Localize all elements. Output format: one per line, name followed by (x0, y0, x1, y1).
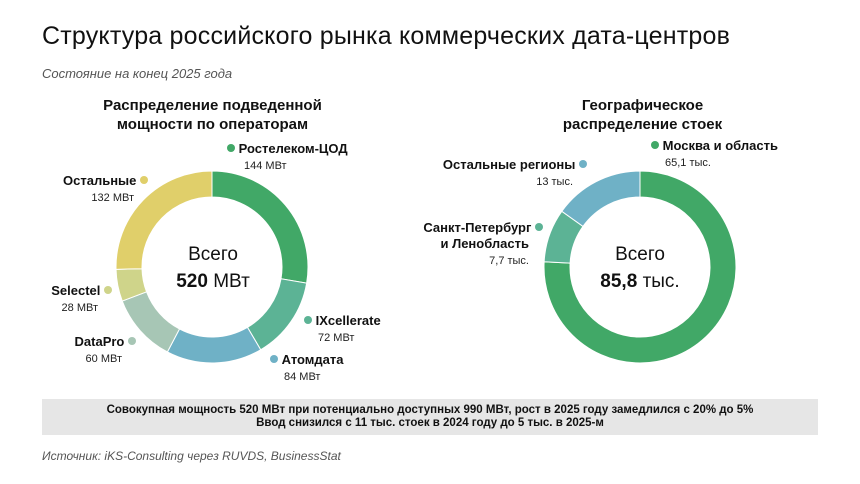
summary-note: Совокупная мощность 520 МВт при потенциа… (42, 399, 818, 435)
donut-geography (543, 170, 737, 364)
note-line-1: Совокупная мощность 520 МВт при потенциа… (106, 404, 754, 416)
slice-label-spb: Санкт-Петербург и Ленобласть 7,7 тыс. (408, 220, 543, 268)
donut-operators (115, 170, 309, 364)
slice-label-atomdata: Атомдата 84 МВт (270, 352, 344, 384)
slice-label-other: Остальные 132 МВт (48, 173, 148, 205)
slice-label-moscow: Москва и область 65,1 тыс. (651, 138, 778, 170)
donut-slice-1-2 (561, 170, 641, 228)
legend-dot (128, 337, 136, 345)
donut-slice-1-0 (543, 170, 737, 364)
legend-dot (651, 141, 659, 149)
center-unit: МВт (213, 271, 250, 292)
slice-label-rostelecom: Ростелеком-ЦОД 144 МВт (227, 141, 348, 173)
donut-center-operators: Всего 520 МВт (163, 243, 263, 294)
page-title: Структура российского рынка коммерческих… (42, 22, 731, 50)
slice-label-selectel: Selectel 28 МВт (36, 283, 112, 315)
source-text: Источник: iKS-Consulting через RUVDS, Bu… (42, 449, 341, 463)
chart-title-operators: Распределение подведенной мощности по оп… (103, 97, 322, 133)
spb-line2: и Ленобласть (440, 236, 529, 251)
note-line-2: Ввод снизился с 11 тыс. стоек в 2024 год… (256, 417, 604, 429)
slice-label-datapro: DataPro 60 МВт (60, 334, 136, 366)
legend-dot (104, 286, 112, 294)
legend-dot (579, 160, 587, 168)
center-value: 85,8 (600, 271, 638, 292)
legend-dot (227, 144, 235, 152)
page-subtitle: Состояние на конец 2025 года (42, 66, 233, 81)
legend-dot (140, 176, 148, 184)
chart-title-geography: Географическое распределение стоек (562, 97, 723, 133)
center-value: 520 (176, 271, 208, 292)
center-label: Всего (188, 244, 238, 265)
center-unit: тыс. (642, 271, 680, 292)
center-label: Всего (615, 244, 665, 265)
donut-center-geography: Всего 85,8 тыс. (590, 243, 690, 294)
donut-slice-0-5 (115, 170, 213, 270)
spb-line1: Санкт-Петербург (423, 220, 532, 235)
slice-label-other-regions: Остальные регионы 13 тыс. (430, 157, 587, 189)
legend-dot (270, 355, 278, 363)
legend-dot (304, 316, 312, 324)
legend-dot (535, 223, 543, 231)
slice-label-ixcellerate: IXcellerate 72 МВт (304, 313, 381, 345)
donut-slice-0-2 (166, 326, 262, 364)
